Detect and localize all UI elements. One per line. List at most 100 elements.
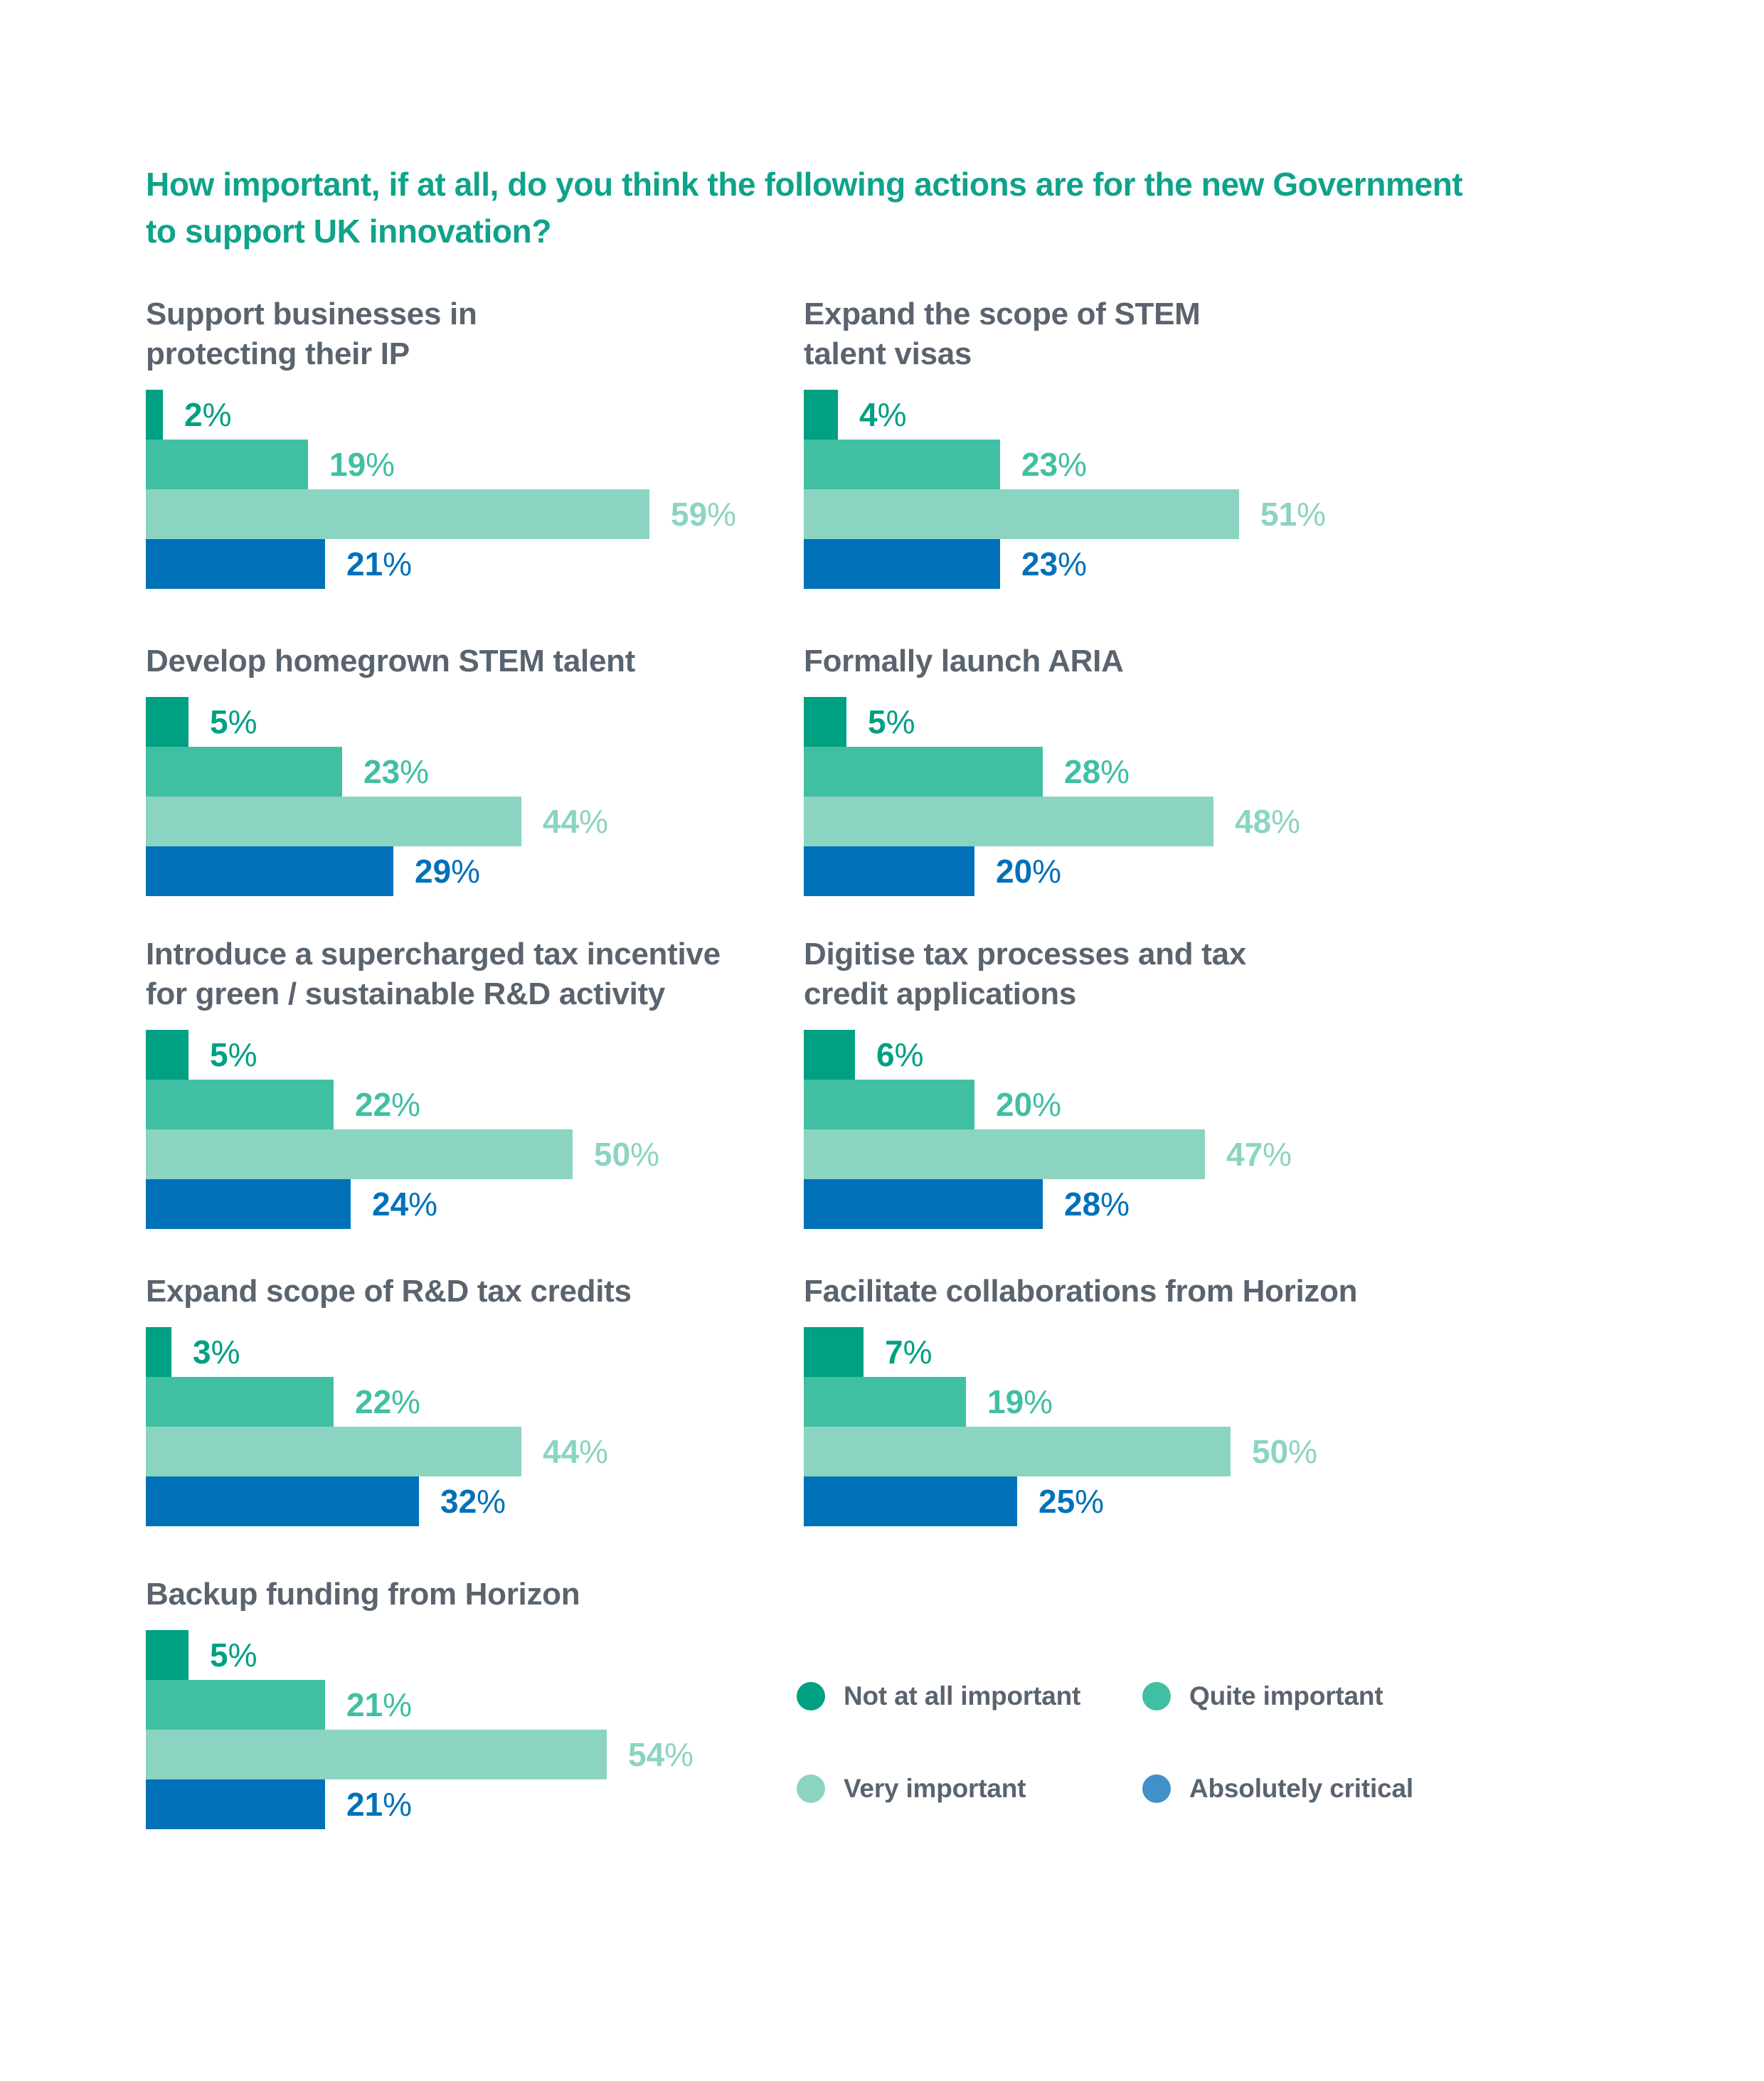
bar bbox=[146, 1030, 188, 1080]
legend-item: Absolutely critical bbox=[1142, 1763, 1413, 1814]
bar bbox=[804, 1476, 1017, 1526]
bar-value-label: 23% bbox=[1021, 545, 1087, 583]
chart-title: Backup funding from Horizon bbox=[146, 1577, 580, 1612]
percent-sign: % bbox=[202, 396, 232, 433]
percent-sign: % bbox=[1271, 803, 1301, 840]
bar-value: 5 bbox=[868, 703, 886, 740]
bar-value: 23 bbox=[1021, 446, 1058, 483]
legend-dot-icon bbox=[797, 1682, 825, 1710]
bar-value-label: 5% bbox=[210, 1636, 257, 1674]
bar-value: 51 bbox=[1260, 496, 1297, 533]
percent-sign: % bbox=[1058, 446, 1088, 483]
bar bbox=[804, 1327, 864, 1377]
bar-value: 3 bbox=[193, 1334, 211, 1371]
bar bbox=[146, 1377, 334, 1427]
bar-value-label: 19% bbox=[987, 1383, 1053, 1421]
legend-dot-icon bbox=[1142, 1774, 1171, 1803]
percent-sign: % bbox=[1024, 1383, 1053, 1420]
bar-value: 21 bbox=[346, 545, 383, 582]
bar bbox=[146, 697, 188, 747]
bar-value: 24 bbox=[372, 1186, 409, 1223]
percent-sign: % bbox=[1100, 1186, 1130, 1223]
bar bbox=[146, 1080, 334, 1129]
bar bbox=[146, 489, 649, 539]
bar-value: 47 bbox=[1226, 1136, 1263, 1173]
percent-sign: % bbox=[451, 853, 481, 890]
bar bbox=[146, 1327, 171, 1377]
percent-sign: % bbox=[1263, 1136, 1292, 1173]
bar-value: 44 bbox=[543, 803, 580, 840]
legend-item: Quite important bbox=[1142, 1671, 1383, 1722]
bar bbox=[804, 390, 838, 440]
legend-item-label: Not at all important bbox=[844, 1681, 1081, 1710]
bar-value: 32 bbox=[440, 1483, 477, 1520]
percent-sign: % bbox=[894, 1036, 924, 1073]
chart-title: Expand scope of R&D tax credits bbox=[146, 1274, 632, 1309]
percent-sign: % bbox=[391, 1086, 421, 1123]
bar-value: 50 bbox=[594, 1136, 631, 1173]
legend-item-label: Quite important bbox=[1189, 1681, 1383, 1710]
bar bbox=[804, 697, 846, 747]
bar-value-label: 23% bbox=[1021, 445, 1087, 484]
bar-value-label: 21% bbox=[346, 1785, 412, 1824]
percent-sign: % bbox=[1075, 1483, 1105, 1520]
bar-value-label: 2% bbox=[184, 395, 232, 434]
bar-value-label: 32% bbox=[440, 1482, 506, 1521]
chart-title: Introduce a supercharged tax incentive fo… bbox=[146, 937, 721, 1011]
bar-value-label: 59% bbox=[671, 495, 736, 533]
chart-title: Facilitate collaborations from Horizon bbox=[804, 1274, 1358, 1309]
bar-value: 20 bbox=[996, 1086, 1033, 1123]
chart-title: Support businesses in protecting their IP bbox=[146, 297, 477, 371]
bar-value-label: 22% bbox=[355, 1383, 420, 1421]
bar bbox=[146, 1179, 351, 1229]
bar-value-label: 28% bbox=[1064, 752, 1130, 791]
bar-value-label: 5% bbox=[210, 1036, 257, 1074]
bar bbox=[804, 846, 974, 896]
bar-value: 29 bbox=[415, 853, 452, 890]
bar-value-label: 54% bbox=[628, 1735, 694, 1774]
chart-title: Develop homegrown STEM talent bbox=[146, 644, 636, 678]
bar-value: 44 bbox=[543, 1433, 580, 1470]
bar-value: 5 bbox=[210, 703, 228, 740]
bar bbox=[146, 1630, 188, 1680]
bar-value-label: 50% bbox=[594, 1135, 659, 1173]
bar-value-label: 44% bbox=[543, 802, 608, 841]
bar-value-label: 5% bbox=[210, 703, 257, 741]
bar-value: 21 bbox=[346, 1686, 383, 1723]
legend-dot-icon bbox=[797, 1774, 825, 1803]
bar-value-label: 48% bbox=[1235, 802, 1300, 841]
percent-sign: % bbox=[477, 1483, 506, 1520]
bar-value: 28 bbox=[1064, 753, 1101, 790]
bar-value: 22 bbox=[355, 1383, 392, 1420]
percent-sign: % bbox=[1100, 753, 1130, 790]
percent-sign: % bbox=[579, 1433, 609, 1470]
bar-value: 5 bbox=[210, 1636, 228, 1673]
bar bbox=[146, 846, 393, 896]
bar bbox=[146, 440, 308, 489]
percent-sign: % bbox=[228, 1036, 257, 1073]
percent-sign: % bbox=[1032, 1086, 1062, 1123]
bar bbox=[146, 390, 163, 440]
legend-item-label: Very important bbox=[844, 1774, 1026, 1803]
bar-value: 7 bbox=[885, 1334, 903, 1371]
bar-value-label: 4% bbox=[859, 395, 907, 434]
bar bbox=[804, 1427, 1231, 1476]
percent-sign: % bbox=[383, 1786, 413, 1823]
bar bbox=[804, 797, 1213, 846]
bar bbox=[804, 489, 1239, 539]
bar-value: 4 bbox=[859, 396, 878, 433]
bar bbox=[804, 1030, 855, 1080]
bar-value: 5 bbox=[210, 1036, 228, 1073]
legend-dot-icon bbox=[1142, 1682, 1171, 1710]
bar bbox=[804, 1129, 1205, 1179]
bar-value: 20 bbox=[996, 853, 1033, 890]
bar bbox=[146, 797, 521, 846]
bar-value-label: 28% bbox=[1064, 1185, 1130, 1223]
percent-sign: % bbox=[1288, 1433, 1318, 1470]
bar-value: 59 bbox=[671, 496, 708, 533]
bar bbox=[804, 440, 1000, 489]
chart-title: Formally launch ARIA bbox=[804, 644, 1124, 678]
bar-value-label: 25% bbox=[1038, 1482, 1104, 1521]
bar bbox=[804, 539, 1000, 589]
